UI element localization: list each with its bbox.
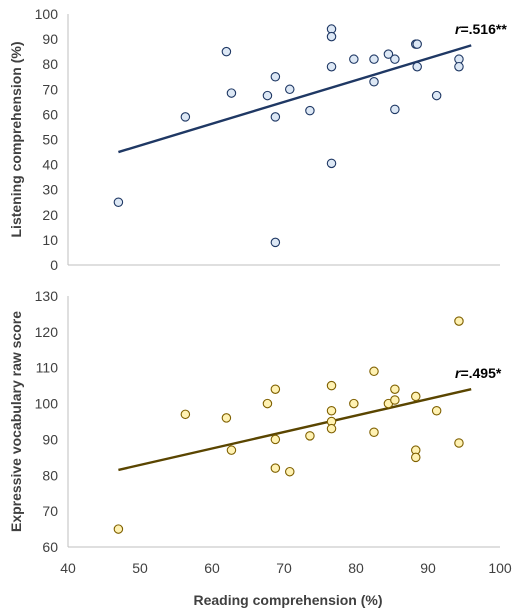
y-tick-label: 50: [42, 132, 58, 148]
y-tick-label: 100: [35, 396, 59, 412]
data-point: [412, 61, 422, 72]
data-point: [454, 61, 464, 72]
data-point: [180, 112, 191, 122]
data-point: [454, 316, 464, 326]
x-tick-label: 40: [60, 560, 76, 576]
y-tick-label: 70: [42, 81, 58, 97]
data-point: [285, 466, 295, 477]
data-point: [221, 413, 232, 423]
x-tick-label: 90: [420, 560, 436, 576]
y-tick-label: 90: [42, 31, 58, 47]
data-point: [411, 452, 421, 463]
data-point: [270, 237, 281, 248]
correlation-r-symbol: r: [455, 21, 462, 37]
data-point: [113, 524, 124, 534]
correlation-r-symbol: r: [455, 365, 462, 381]
data-point: [285, 84, 295, 95]
data-point: [226, 88, 237, 98]
y-tick-label: 100: [35, 6, 59, 22]
data-point: [326, 158, 337, 169]
y-tick-label: 10: [42, 232, 58, 248]
x-tick-label: 100: [488, 560, 512, 576]
data-point: [326, 380, 337, 391]
data-point: [305, 431, 315, 441]
y-tick-label: 80: [42, 467, 58, 483]
correlation-annotation: r=.516**: [455, 21, 507, 37]
data-point: [431, 90, 442, 101]
data-point: [270, 112, 281, 122]
y-tick-label: 20: [42, 207, 58, 223]
data-point: [412, 39, 422, 49]
data-point: [390, 54, 400, 64]
data-point: [369, 54, 379, 64]
data-point: [270, 384, 281, 394]
x-tick-label: 70: [276, 560, 292, 576]
x-axis-label: Reading comprehension (%): [193, 592, 382, 608]
data-point: [390, 384, 400, 394]
data-point: [262, 398, 273, 409]
y-tick-label: 40: [42, 157, 58, 173]
data-point: [411, 391, 421, 402]
y-tick-label: 110: [36, 360, 59, 376]
y-tick-label: 60: [42, 106, 58, 122]
data-point: [270, 463, 281, 473]
data-point: [270, 434, 281, 445]
data-point: [349, 54, 359, 64]
x-tick-label: 50: [132, 560, 148, 576]
y-axis-label: Listening comprehension (%): [8, 41, 24, 237]
data-point: [305, 105, 315, 116]
data-point: [262, 90, 273, 101]
correlation-value: =.516**: [460, 21, 507, 37]
data-point: [369, 366, 379, 377]
data-point: [431, 405, 442, 416]
data-point: [326, 31, 337, 42]
data-point: [326, 61, 337, 72]
trendline: [118, 44, 472, 154]
data-point: [180, 409, 191, 420]
data-point: [326, 405, 337, 416]
correlation-annotation: r=.495*: [455, 365, 502, 381]
y-tick-label: 30: [42, 182, 58, 198]
data-point: [349, 398, 359, 409]
data-point: [383, 49, 394, 59]
y-tick-label: 130: [35, 288, 59, 304]
data-point: [113, 197, 124, 208]
trendline: [118, 388, 472, 472]
data-point: [369, 427, 379, 438]
y-tick-label: 70: [42, 503, 58, 519]
y-tick-label: 0: [50, 257, 58, 273]
data-point: [390, 395, 400, 405]
top-scatter-panel: 0 10 20 30 40 50 60 70 80 90 100 Listening comprehe…: [8, 6, 507, 273]
data-point: [390, 104, 400, 115]
data-point: [270, 72, 281, 82]
x-tick-label: 60: [204, 560, 220, 576]
y-tick-label: 80: [42, 56, 58, 72]
data-point: [454, 438, 464, 448]
y-tick-label: 120: [35, 324, 59, 340]
x-tick-label: 80: [348, 560, 364, 576]
data-point: [369, 77, 379, 87]
correlation-value: =.495*: [460, 365, 501, 381]
data-point: [226, 445, 237, 455]
y-tick-label: 60: [42, 539, 58, 555]
y-tick-label: 90: [42, 431, 58, 447]
bottom-scatter-panel: 60 70 80 90 100 110 120 130 40 50 60 70 80 90 100 Expre…: [8, 288, 512, 608]
y-axis-label: Expressive vocabulary raw score: [8, 311, 24, 532]
data-point: [221, 46, 232, 57]
data-point: [326, 423, 337, 434]
